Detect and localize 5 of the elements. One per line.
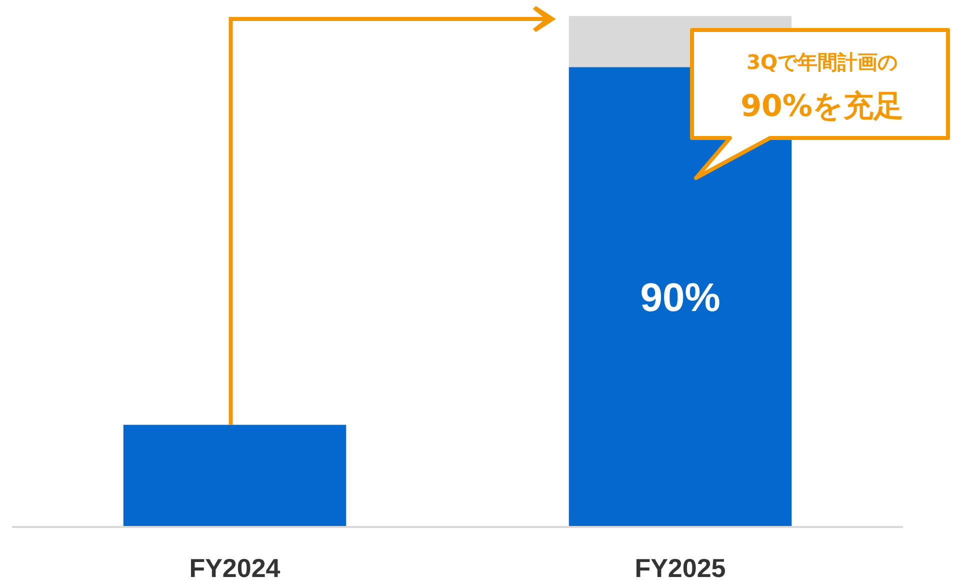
- annotation: 3Qで年間計画の: [746, 50, 898, 74]
- x-tick-label: FY2025: [634, 553, 726, 583]
- annotation: 90%を充足: [740, 89, 904, 124]
- data-label: 90%: [640, 276, 720, 320]
- x-tick-label: FY2024: [189, 553, 281, 583]
